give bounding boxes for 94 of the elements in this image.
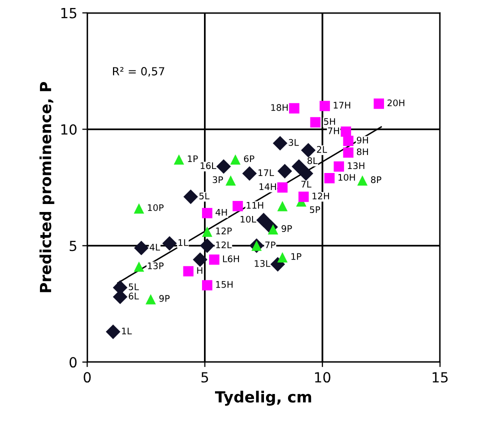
annotation: 14H — [260, 183, 276, 190]
point — [202, 226, 212, 237]
y-tick-label: 15 — [61, 8, 76, 18]
annotation: 18H — [271, 104, 288, 111]
annotation: 7P — [265, 242, 276, 248]
point — [134, 240, 149, 256]
point — [340, 126, 352, 137]
x-tick-label: 0 — [84, 372, 91, 383]
point — [278, 164, 292, 178]
point — [272, 136, 288, 151]
annotation: 12H — [312, 192, 329, 200]
point — [232, 200, 243, 212]
x-axis-title: Tydelig, cm — [215, 390, 312, 406]
annotation: 4H — [216, 208, 227, 216]
point — [242, 166, 257, 181]
annotation: 2L — [316, 146, 328, 153]
annotation: 10P — [148, 204, 164, 212]
annotation: 16L — [200, 162, 216, 170]
annotation: 13L — [254, 260, 270, 267]
point — [277, 252, 288, 262]
annotation: 6P — [244, 155, 254, 162]
point — [216, 159, 231, 174]
y-tick-label: 5 — [70, 240, 76, 252]
annotation: 20H — [388, 99, 404, 106]
point — [289, 103, 300, 114]
point — [357, 175, 368, 186]
point — [134, 203, 144, 214]
annotation: 5L — [199, 192, 210, 200]
point — [298, 192, 309, 202]
point — [162, 236, 177, 251]
point — [202, 208, 212, 218]
annotation: 1L — [178, 239, 188, 246]
point — [334, 161, 344, 172]
point — [202, 280, 212, 290]
annotation: 3P — [212, 176, 223, 184]
annotation: 4L — [150, 244, 160, 250]
annotation: 9P — [282, 225, 292, 232]
y-tick-label: 10 — [61, 124, 77, 135]
annotation: 17L — [258, 169, 274, 176]
annotation: 10H — [338, 174, 355, 181]
point — [183, 190, 198, 204]
point — [183, 266, 194, 276]
x-tick-label: 10 — [315, 372, 330, 383]
point — [320, 100, 330, 112]
annotation: 7H — [328, 128, 339, 134]
annotation: 13H — [348, 162, 364, 170]
annotation: 15H — [216, 281, 233, 288]
point — [324, 173, 335, 184]
point — [192, 252, 208, 267]
point — [292, 159, 306, 174]
annotation: 1P — [188, 155, 198, 162]
annotation: 11H — [246, 202, 264, 209]
annotation: 1L — [122, 328, 132, 334]
point — [226, 175, 236, 186]
point — [298, 166, 314, 181]
annotation: R² = 0,57 — [113, 67, 164, 77]
annotation: 1P — [291, 253, 302, 260]
point — [277, 200, 288, 212]
annotation: H — [197, 267, 202, 274]
point — [301, 142, 316, 158]
y-axis-title: Predicted prominence, P — [39, 82, 54, 292]
x-tick-label: 15 — [432, 372, 448, 383]
annotation: 3L — [288, 139, 299, 146]
annotation: 5P — [310, 206, 320, 214]
point — [256, 212, 271, 228]
annotation: 17H — [334, 102, 350, 108]
point — [200, 238, 214, 253]
point — [230, 154, 241, 165]
annotation: 10L — [240, 216, 256, 223]
point — [310, 117, 321, 128]
point — [174, 154, 184, 165]
point — [209, 254, 220, 265]
annotation: 9P — [159, 295, 170, 302]
annotation: 8P — [371, 176, 382, 184]
y-tick-label: 0 — [70, 357, 77, 368]
annotation: 5L — [128, 283, 139, 290]
annotation: L6H — [223, 255, 239, 262]
point — [277, 182, 288, 193]
annotation: 7L — [301, 180, 312, 188]
annotation: 8H — [356, 148, 368, 156]
annotation: 13P — [148, 262, 164, 270]
point — [343, 147, 354, 158]
point — [134, 261, 144, 272]
annotation: 8L — [308, 157, 318, 164]
annotation: 5H — [324, 118, 336, 125]
x-tick-label: 5 — [201, 372, 208, 383]
annotation: 9H — [356, 136, 368, 144]
annotation: 12L — [216, 241, 232, 248]
point — [343, 136, 354, 146]
point — [146, 294, 156, 304]
point — [374, 98, 384, 109]
annotation: 6L — [128, 292, 139, 300]
point — [106, 324, 120, 340]
annotation: 12P — [216, 227, 232, 234]
